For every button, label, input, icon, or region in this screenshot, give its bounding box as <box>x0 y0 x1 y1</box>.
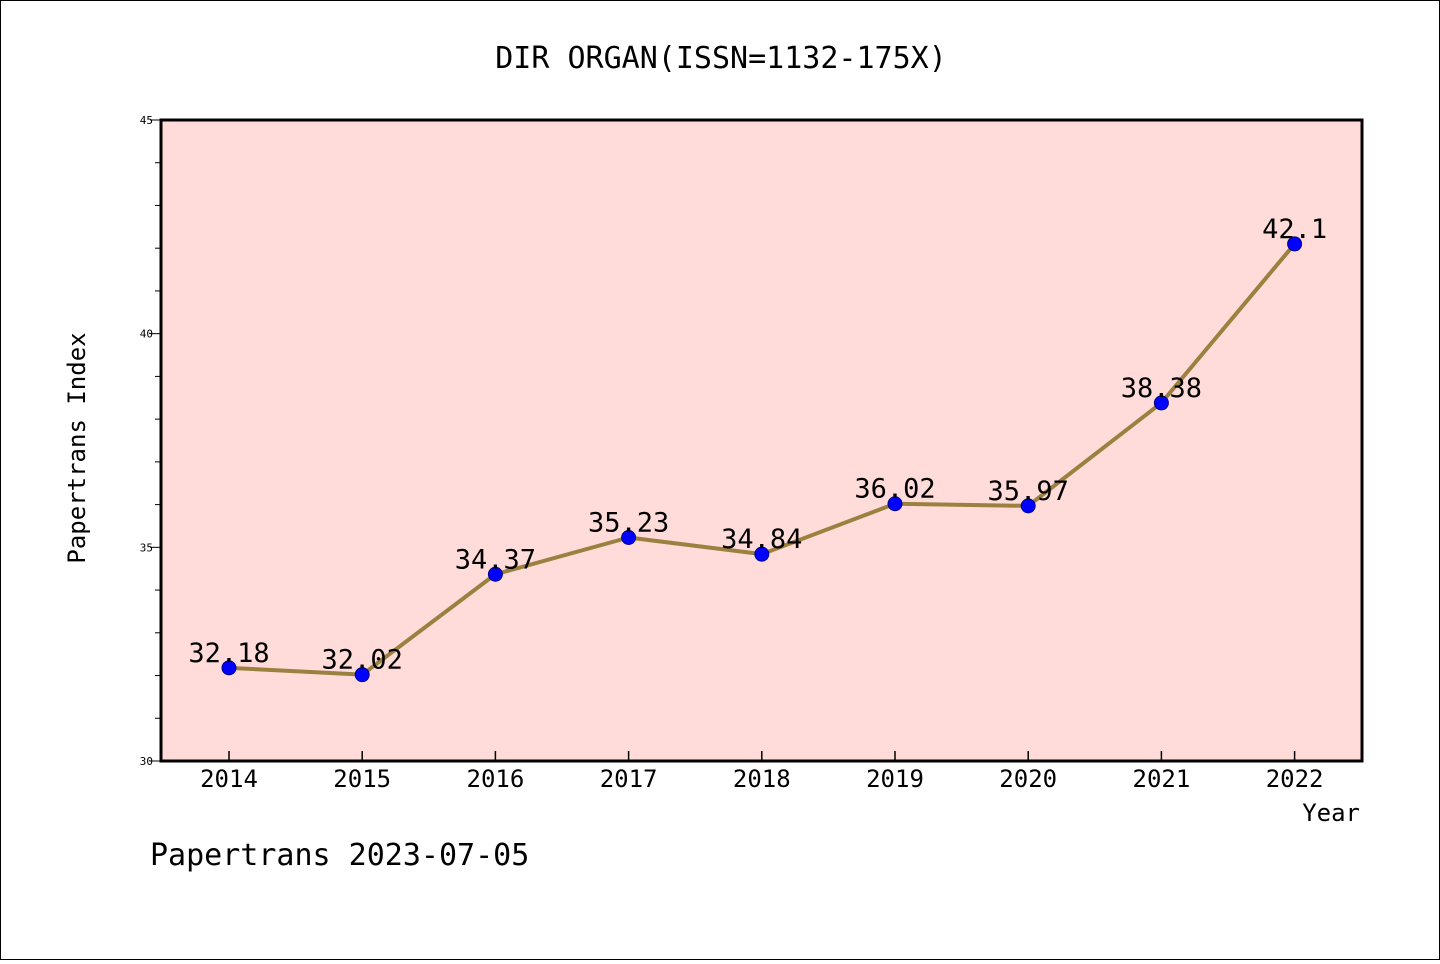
x-tick-label: 2015 <box>333 765 391 793</box>
data-point <box>887 496 903 512</box>
x-tick-label: 2019 <box>866 765 924 793</box>
footer-text: Papertrans 2023-07-05 <box>150 838 529 873</box>
y-tick-label: 35 <box>140 541 153 554</box>
x-tick-label: 2021 <box>1133 765 1191 793</box>
x-axis-title: Year <box>1302 799 1360 827</box>
x-tick-label: 2016 <box>467 765 525 793</box>
y-axis-title: Papertrans Index <box>63 332 91 563</box>
data-markers <box>221 236 1303 683</box>
y-tick-label: 45 <box>140 114 153 127</box>
data-point <box>487 566 503 582</box>
data-point <box>1287 236 1303 252</box>
data-label: 32.18 <box>188 638 269 669</box>
x-tick-label: 2018 <box>733 765 791 793</box>
plot-area <box>159 118 1364 763</box>
data-label: 38.38 <box>1121 373 1202 404</box>
data-point <box>354 667 370 683</box>
y-tick-label: 40 <box>140 328 153 341</box>
data-label: 32.02 <box>322 645 403 676</box>
data-point <box>621 530 637 546</box>
x-tick-label: 2020 <box>999 765 1057 793</box>
data-point <box>1020 498 1036 514</box>
data-label: 36.02 <box>854 474 935 505</box>
x-tick-label: 2017 <box>600 765 658 793</box>
data-labels: 32.18 32.02 34.37 35.23 34.84 36.02 35.97 38.38… <box>188 214 1327 676</box>
x-tick-label: 2022 <box>1266 765 1324 793</box>
data-label: 34.84 <box>721 524 802 555</box>
x-axis-ticks: 2014 2015 2016 2017 2018 2019 2020 2021 2022 <box>200 751 1323 793</box>
data-label: 35.97 <box>988 476 1069 507</box>
data-label: 35.23 <box>588 508 669 539</box>
data-point <box>221 660 237 676</box>
data-point <box>1153 395 1169 411</box>
data-label: 34.37 <box>455 544 536 575</box>
data-point <box>754 546 770 562</box>
data-label: 42.1 <box>1262 214 1327 245</box>
y-tick-label: 30 <box>140 755 153 768</box>
chart-title: DIR ORGAN(ISSN=1132-175X) <box>495 41 947 76</box>
x-tick-label: 2014 <box>200 765 258 793</box>
y-axis-ticks: 30 35 40 45 <box>140 114 161 768</box>
